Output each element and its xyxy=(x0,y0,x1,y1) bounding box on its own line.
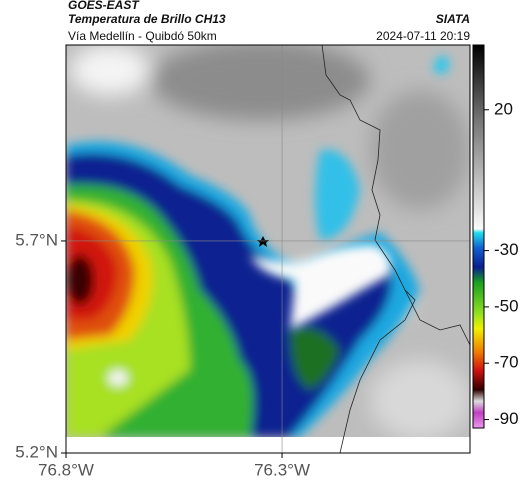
title: Temperatura de Brillo CH13 xyxy=(68,12,226,26)
colorbar-tick-label: -70 xyxy=(494,353,519,372)
x-tick-label: 76.8°W xyxy=(38,460,94,479)
colorbar-tick-label: -90 xyxy=(494,409,519,428)
subtitle: Vía Medellín - Quibdó 50km xyxy=(68,29,217,43)
colorbar-tick-label: 20 xyxy=(494,99,513,118)
colorbar-tick-label: -30 xyxy=(494,240,519,259)
colorbar xyxy=(472,44,485,429)
colorbar-tick-label: -50 xyxy=(494,296,519,315)
y-tick-label: 5.2°N xyxy=(15,442,58,461)
agency: SIATA xyxy=(436,12,470,26)
datetime: 2024-07-11 20:19 xyxy=(376,29,470,43)
x-tick-label: 76.3°W xyxy=(254,460,310,479)
imagery xyxy=(66,45,470,453)
source: GOES-EAST xyxy=(68,0,140,12)
y-tick-label: 5.7°N xyxy=(15,230,58,249)
map-frame xyxy=(65,44,471,454)
